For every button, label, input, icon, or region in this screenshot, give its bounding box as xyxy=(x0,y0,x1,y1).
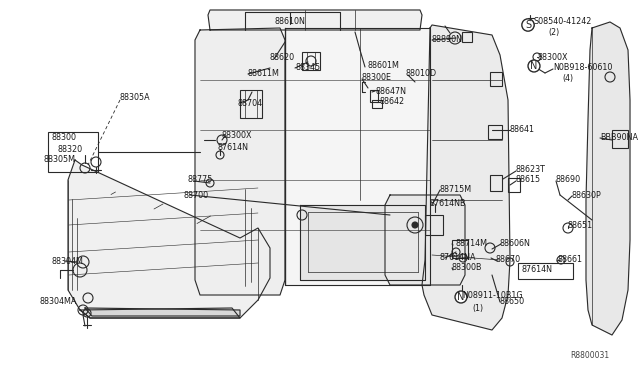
Text: 88345: 88345 xyxy=(295,64,320,73)
Text: 88615: 88615 xyxy=(516,176,541,185)
Text: 88704: 88704 xyxy=(238,99,263,108)
Text: 87614NA: 87614NA xyxy=(440,253,477,262)
Text: 88300B: 88300B xyxy=(452,263,483,273)
Text: 87614N: 87614N xyxy=(218,144,249,153)
Text: 88690: 88690 xyxy=(556,176,581,185)
Text: (2): (2) xyxy=(548,29,559,38)
Text: 88601M: 88601M xyxy=(368,61,400,70)
Bar xyxy=(612,130,628,148)
Text: N0B918-60610: N0B918-60610 xyxy=(553,64,612,73)
Bar xyxy=(508,178,520,192)
Text: S08540-41242: S08540-41242 xyxy=(534,17,593,26)
Text: 88610N: 88610N xyxy=(275,17,305,26)
Bar xyxy=(490,72,502,86)
Polygon shape xyxy=(85,308,240,316)
Text: 88715M: 88715M xyxy=(440,186,472,195)
Polygon shape xyxy=(195,28,285,295)
Text: 88010D: 88010D xyxy=(406,70,437,78)
Text: 88642: 88642 xyxy=(380,97,405,106)
Text: 88890N: 88890N xyxy=(432,35,463,45)
Bar xyxy=(302,52,320,70)
Text: 88647N: 88647N xyxy=(375,87,406,96)
Text: 88623T: 88623T xyxy=(516,166,546,174)
Polygon shape xyxy=(385,195,465,285)
Text: 88775: 88775 xyxy=(188,176,213,185)
Text: 88630P: 88630P xyxy=(572,190,602,199)
Text: 88606N: 88606N xyxy=(500,238,531,247)
Text: BBB90NA: BBB90NA xyxy=(600,134,638,142)
Text: 88304MA: 88304MA xyxy=(40,298,77,307)
Text: 88670: 88670 xyxy=(496,256,521,264)
Text: N: N xyxy=(531,61,538,71)
Text: (1): (1) xyxy=(472,304,483,312)
Text: 88651: 88651 xyxy=(568,221,593,230)
Text: 88320: 88320 xyxy=(57,144,82,154)
Text: 88305M: 88305M xyxy=(43,155,75,164)
Polygon shape xyxy=(586,22,630,335)
Text: 88300X: 88300X xyxy=(538,52,568,61)
Polygon shape xyxy=(300,205,425,280)
Circle shape xyxy=(412,222,418,228)
Text: 87614N: 87614N xyxy=(522,264,553,273)
Text: S: S xyxy=(525,20,531,30)
Bar xyxy=(518,263,573,279)
Text: 88300E: 88300E xyxy=(362,74,392,83)
Text: 87614NB: 87614NB xyxy=(430,199,467,208)
Polygon shape xyxy=(68,160,270,318)
Text: 88661: 88661 xyxy=(558,256,583,264)
Text: 88700: 88700 xyxy=(183,190,208,199)
Text: 88304M: 88304M xyxy=(51,257,83,266)
Bar xyxy=(48,132,98,172)
Text: 88714M: 88714M xyxy=(455,240,487,248)
Bar xyxy=(240,90,262,118)
Polygon shape xyxy=(80,308,240,318)
Text: 88641: 88641 xyxy=(510,125,535,135)
Bar xyxy=(370,90,378,102)
Text: 88300X: 88300X xyxy=(222,131,253,141)
Text: N: N xyxy=(458,292,465,302)
Text: 88650: 88650 xyxy=(500,298,525,307)
Text: R8800031: R8800031 xyxy=(570,350,609,359)
Text: (4): (4) xyxy=(562,74,573,83)
Text: N08911-10B1G: N08911-10B1G xyxy=(462,292,523,301)
Bar xyxy=(488,125,502,139)
Bar xyxy=(372,100,382,108)
Text: 88620: 88620 xyxy=(270,54,295,62)
Text: 88300: 88300 xyxy=(51,134,76,142)
Bar xyxy=(452,240,468,258)
Bar xyxy=(490,175,502,191)
Text: 88305A: 88305A xyxy=(120,93,150,103)
Bar xyxy=(462,32,472,42)
Polygon shape xyxy=(208,10,422,30)
Text: 88611M: 88611M xyxy=(248,68,280,77)
Polygon shape xyxy=(422,25,510,330)
Bar xyxy=(425,215,443,235)
Polygon shape xyxy=(285,28,430,285)
